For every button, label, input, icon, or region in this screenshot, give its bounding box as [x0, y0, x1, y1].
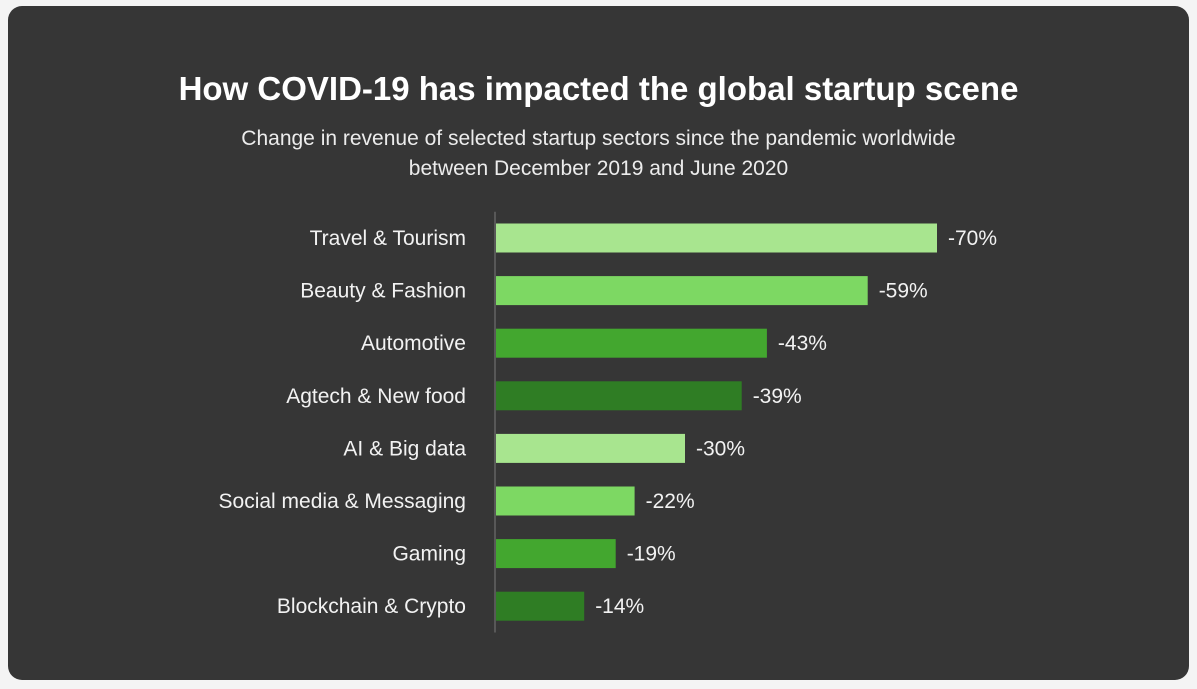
value-label: -59% [879, 280, 928, 303]
category-label: Blockchain & Crypto [277, 595, 466, 618]
value-label: -30% [696, 437, 745, 460]
bar [496, 486, 635, 516]
value-label: -19% [627, 543, 676, 566]
category-label: Automotive [361, 332, 466, 355]
category-label: Agtech & New food [286, 385, 466, 408]
bar [496, 539, 616, 569]
bar [496, 591, 585, 621]
bar [496, 381, 742, 411]
value-label: -70% [948, 227, 997, 250]
bar [496, 223, 937, 253]
value-label: -22% [646, 490, 695, 513]
chart-subtitle-line-2: between December 2019 and June 2020 [408, 157, 789, 180]
bar [496, 276, 868, 306]
value-label: -43% [778, 332, 827, 355]
category-label: Beauty & Fashion [300, 280, 466, 303]
category-label: Travel & Tourism [310, 227, 466, 250]
value-label: -14% [595, 595, 644, 618]
chart-subtitle-line-1: Change in revenue of selected startup se… [241, 127, 956, 150]
category-label: Gaming [392, 543, 466, 566]
bar [496, 328, 767, 358]
category-label: AI & Big data [343, 437, 466, 460]
value-label: -39% [753, 385, 802, 408]
category-label: Social media & Messaging [219, 490, 466, 513]
chart-title: How COVID-19 has impacted the global sta… [178, 70, 1019, 107]
bar [496, 433, 685, 463]
